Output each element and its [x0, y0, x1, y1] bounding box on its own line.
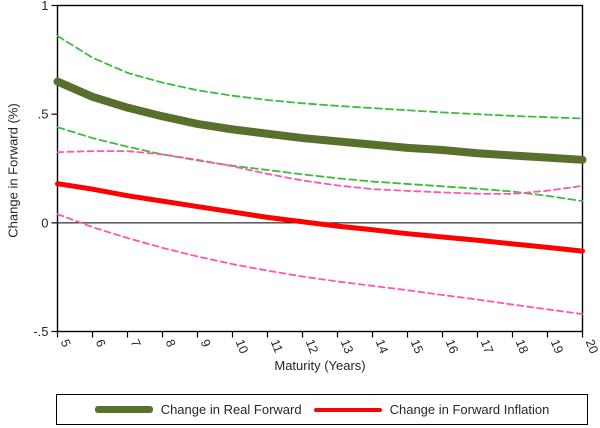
x-tick-label: 16	[443, 337, 461, 355]
x-tick-label: 18	[513, 337, 531, 355]
forward-inflation-line-swatch	[313, 407, 382, 412]
series-forward-inflation	[55, 181, 585, 254]
series-inflation-lower-ci	[56, 213, 584, 316]
legend-label: Change in Forward Inflation	[389, 402, 550, 417]
real-forward-line-swatch	[94, 406, 153, 413]
plot-area: 1 .5 0 -.5 5 6 7 8 9 10 11 12 13 14 15 16 17 18 19 20	[33, 0, 600, 356]
x-tick-label: 9	[198, 337, 214, 349]
x-tick-label: 15	[408, 337, 426, 355]
plot-border	[56, 4, 584, 333]
series-inflation-upper-ci	[56, 150, 584, 195]
legend-entry-forward-inflation: Change in Forward Inflation	[313, 402, 550, 417]
series-real-upper-ci	[56, 35, 584, 120]
legend-label: Change in Real Forward	[160, 402, 302, 417]
x-tick-label: 17	[478, 337, 496, 355]
y-tick-label: 0	[41, 215, 48, 230]
x-tick-label: 10	[233, 337, 251, 355]
series-real-lower-ci	[56, 126, 584, 203]
x-tick-label: 7	[128, 337, 144, 349]
x-tick-label: 12	[303, 337, 321, 355]
legend-entry-real-forward: Change in Real Forward	[94, 402, 302, 417]
y-tick-label: 1	[41, 0, 48, 13]
x-tick-label: 19	[548, 337, 566, 355]
series-real-forward	[53, 77, 587, 164]
x-tick-label: 6	[93, 337, 109, 349]
y-tick-label: -.5	[33, 324, 48, 339]
y-tick-label: .5	[38, 107, 49, 122]
x-tick-label: 14	[373, 337, 391, 355]
x-tick-label: 8	[163, 337, 179, 349]
legend-box: Change in Real Forward Change in Forward…	[56, 394, 588, 425]
x-tick-label: 5	[58, 337, 74, 349]
x-tick-label: 20	[583, 337, 600, 355]
x-tick-label: 11	[268, 337, 286, 354]
x-tick-label: 13	[338, 337, 356, 355]
x-axis-title: Maturity (Years)	[274, 358, 366, 373]
